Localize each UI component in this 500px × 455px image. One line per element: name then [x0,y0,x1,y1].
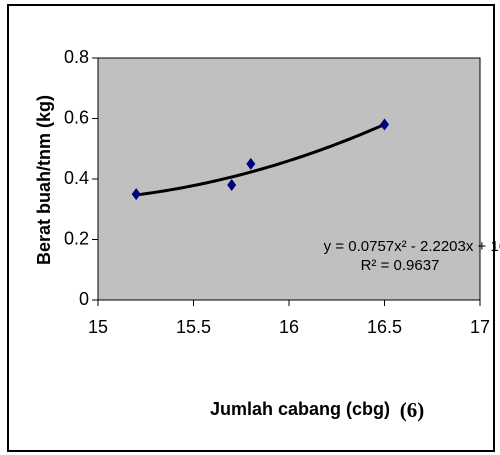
trendline-equation: y = 0.0757x² - 2.2203x + 16.606 [324,238,500,255]
y-tick-label: 0.4 [64,168,89,188]
x-tick-label: 16 [279,317,299,337]
point [380,118,389,131]
point [246,157,256,170]
x-tick-label: 17 [470,317,490,337]
plot-area [97,57,481,301]
panel-label: (6) [400,398,425,422]
y-tick-label: 0.6 [64,107,89,127]
point [131,188,141,201]
point [227,179,237,192]
x-tick-label: 15.5 [176,317,211,337]
y-tick-label: 0 [79,289,89,309]
x-tick-label: 16.5 [367,317,402,337]
trendline [136,123,386,197]
y-tick-label: 0.8 [64,47,89,67]
x-axis-title: Jumlah cabang (cbg) [210,399,390,419]
y-tick-label: 0.2 [64,228,89,248]
r-squared: R² = 0.9637 [361,257,440,274]
y-axis-title: Berat buah/tnm (kg) [34,95,54,265]
x-tick-label: 15 [88,317,108,337]
